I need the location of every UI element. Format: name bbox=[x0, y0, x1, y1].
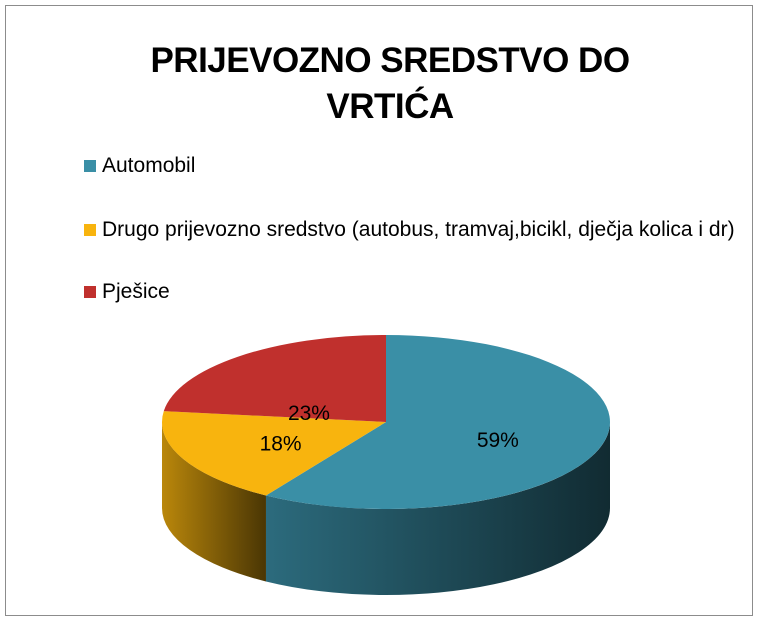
chart-frame bbox=[5, 5, 753, 616]
legend-label: Pješice bbox=[102, 280, 170, 303]
pie-slice bbox=[163, 335, 386, 422]
pie-slice bbox=[265, 335, 610, 509]
pie-slice bbox=[161, 411, 386, 496]
pie-side bbox=[265, 422, 610, 596]
legend-label: Automobil bbox=[102, 154, 196, 177]
chart-title: PRIJEVOZNO SREDSTVO DO VRTIĆA bbox=[150, 41, 630, 126]
legend-item: Drugo prijevozno sredstvo (autobus, tram… bbox=[82, 214, 742, 246]
data-label: 18% bbox=[260, 433, 302, 456]
data-label: 23% bbox=[288, 402, 330, 425]
pie-side bbox=[162, 422, 266, 582]
legend-item: Automobil bbox=[82, 150, 742, 182]
legend-swatch bbox=[84, 224, 96, 236]
legend-item: Pješice bbox=[82, 276, 742, 308]
legend-label: Drugo prijevozno sredstvo (autobus, tram… bbox=[102, 218, 735, 241]
data-label: 59% bbox=[477, 429, 519, 452]
legend-swatch bbox=[84, 286, 96, 298]
legend-swatch bbox=[84, 160, 96, 172]
